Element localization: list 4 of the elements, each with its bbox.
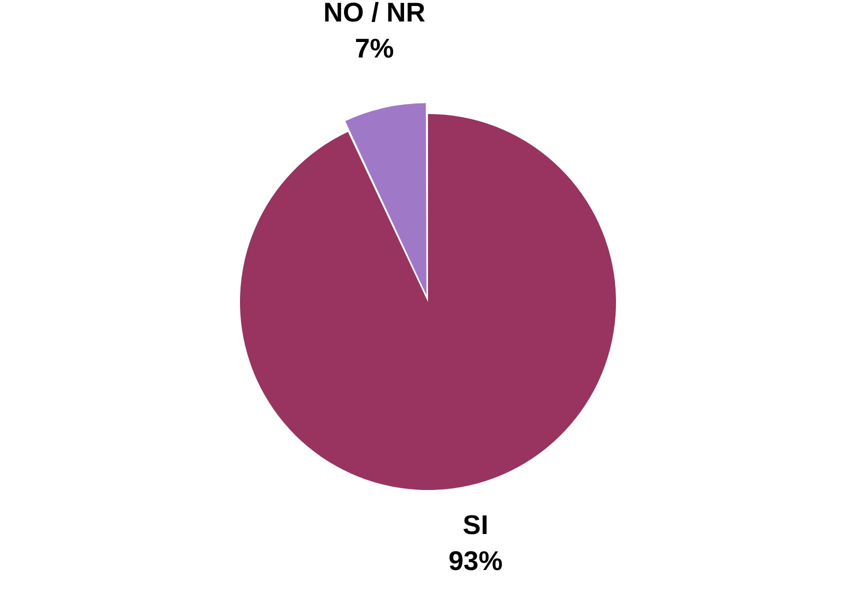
slice-label: NO / NR [323, 0, 426, 28]
data-label: 7% [354, 33, 394, 64]
slice-label: SI [462, 510, 488, 540]
data-label: 93% [448, 546, 503, 576]
